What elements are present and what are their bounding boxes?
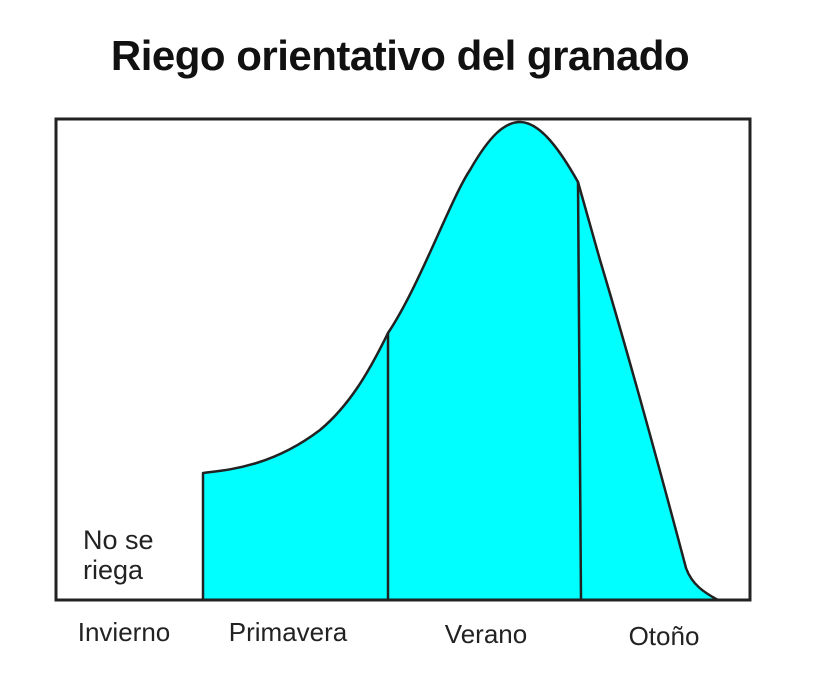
irrigation-area: [201, 120, 720, 602]
annotation-line-2: riega: [83, 555, 144, 585]
plot-frame: [54, 117, 752, 602]
annotation-line-1: No se: [83, 525, 154, 555]
x-label-spring: Primavera: [228, 617, 348, 647]
x-label-summer: Verano: [444, 619, 528, 649]
x-label-autumn: Otoño: [628, 621, 700, 651]
divider-summer-autumn: [576, 181, 583, 601]
x-label-winter: Invierno: [77, 617, 171, 647]
annotation-no-irrigation: No se riega: [83, 525, 154, 585]
chart-title: Riego orientativo del granado: [110, 32, 690, 79]
